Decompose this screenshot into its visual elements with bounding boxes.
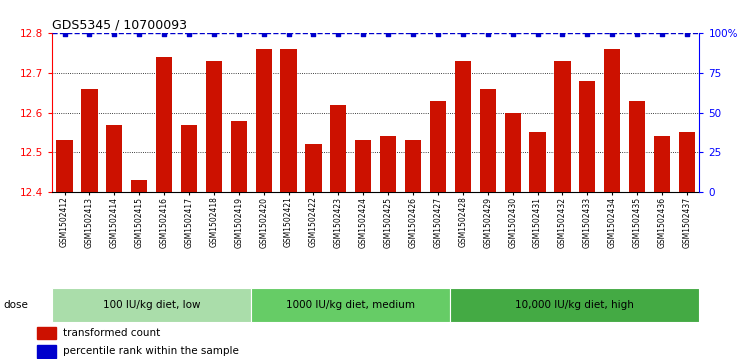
Bar — [57, 140, 73, 192]
Bar — [305, 144, 321, 192]
Bar — [106, 125, 123, 192]
Bar — [480, 89, 496, 192]
Point — [257, 31, 269, 37]
Text: percentile rank within the sample: percentile rank within the sample — [63, 346, 239, 356]
Point — [183, 31, 195, 37]
Bar — [530, 132, 545, 192]
Bar — [405, 140, 421, 192]
Point — [59, 31, 71, 37]
Bar — [679, 132, 695, 192]
Point — [357, 31, 369, 37]
Text: GDS5345 / 10700093: GDS5345 / 10700093 — [52, 19, 187, 32]
Point — [482, 31, 494, 37]
Text: 10,000 IU/kg diet, high: 10,000 IU/kg diet, high — [516, 300, 635, 310]
Bar — [629, 101, 645, 192]
Point — [283, 31, 295, 37]
Point — [307, 31, 319, 37]
Point — [531, 31, 543, 37]
Bar — [654, 136, 670, 192]
Point — [606, 31, 618, 37]
Bar — [455, 61, 471, 192]
Bar — [450, 288, 699, 322]
Point — [507, 31, 519, 37]
Point — [208, 31, 220, 37]
Point — [233, 31, 245, 37]
Point — [333, 31, 344, 37]
Bar — [251, 288, 450, 322]
Point — [631, 31, 643, 37]
Bar — [380, 136, 397, 192]
Bar — [280, 49, 297, 192]
Bar — [355, 140, 371, 192]
Point — [83, 31, 95, 37]
Point — [133, 31, 145, 37]
Bar — [256, 49, 272, 192]
Bar — [430, 101, 446, 192]
Text: 100 IU/kg diet, low: 100 IU/kg diet, low — [103, 300, 200, 310]
Bar — [37, 345, 56, 358]
Bar — [156, 57, 172, 192]
Point — [581, 31, 593, 37]
Bar — [52, 288, 251, 322]
Point — [382, 31, 394, 37]
Bar — [131, 180, 147, 192]
Point — [681, 31, 693, 37]
Bar — [504, 113, 521, 192]
Bar — [580, 81, 595, 192]
Point — [557, 31, 568, 37]
Bar — [37, 327, 56, 339]
Text: 1000 IU/kg diet, medium: 1000 IU/kg diet, medium — [286, 300, 415, 310]
Point — [109, 31, 121, 37]
Text: dose: dose — [4, 300, 28, 310]
Bar — [604, 49, 620, 192]
Point — [432, 31, 444, 37]
Bar — [206, 61, 222, 192]
Point — [457, 31, 469, 37]
Bar — [181, 125, 197, 192]
Bar — [231, 121, 247, 192]
Bar — [81, 89, 97, 192]
Point — [407, 31, 419, 37]
Point — [158, 31, 170, 37]
Text: transformed count: transformed count — [63, 328, 161, 338]
Bar — [330, 105, 347, 192]
Point — [656, 31, 668, 37]
Bar — [554, 61, 571, 192]
